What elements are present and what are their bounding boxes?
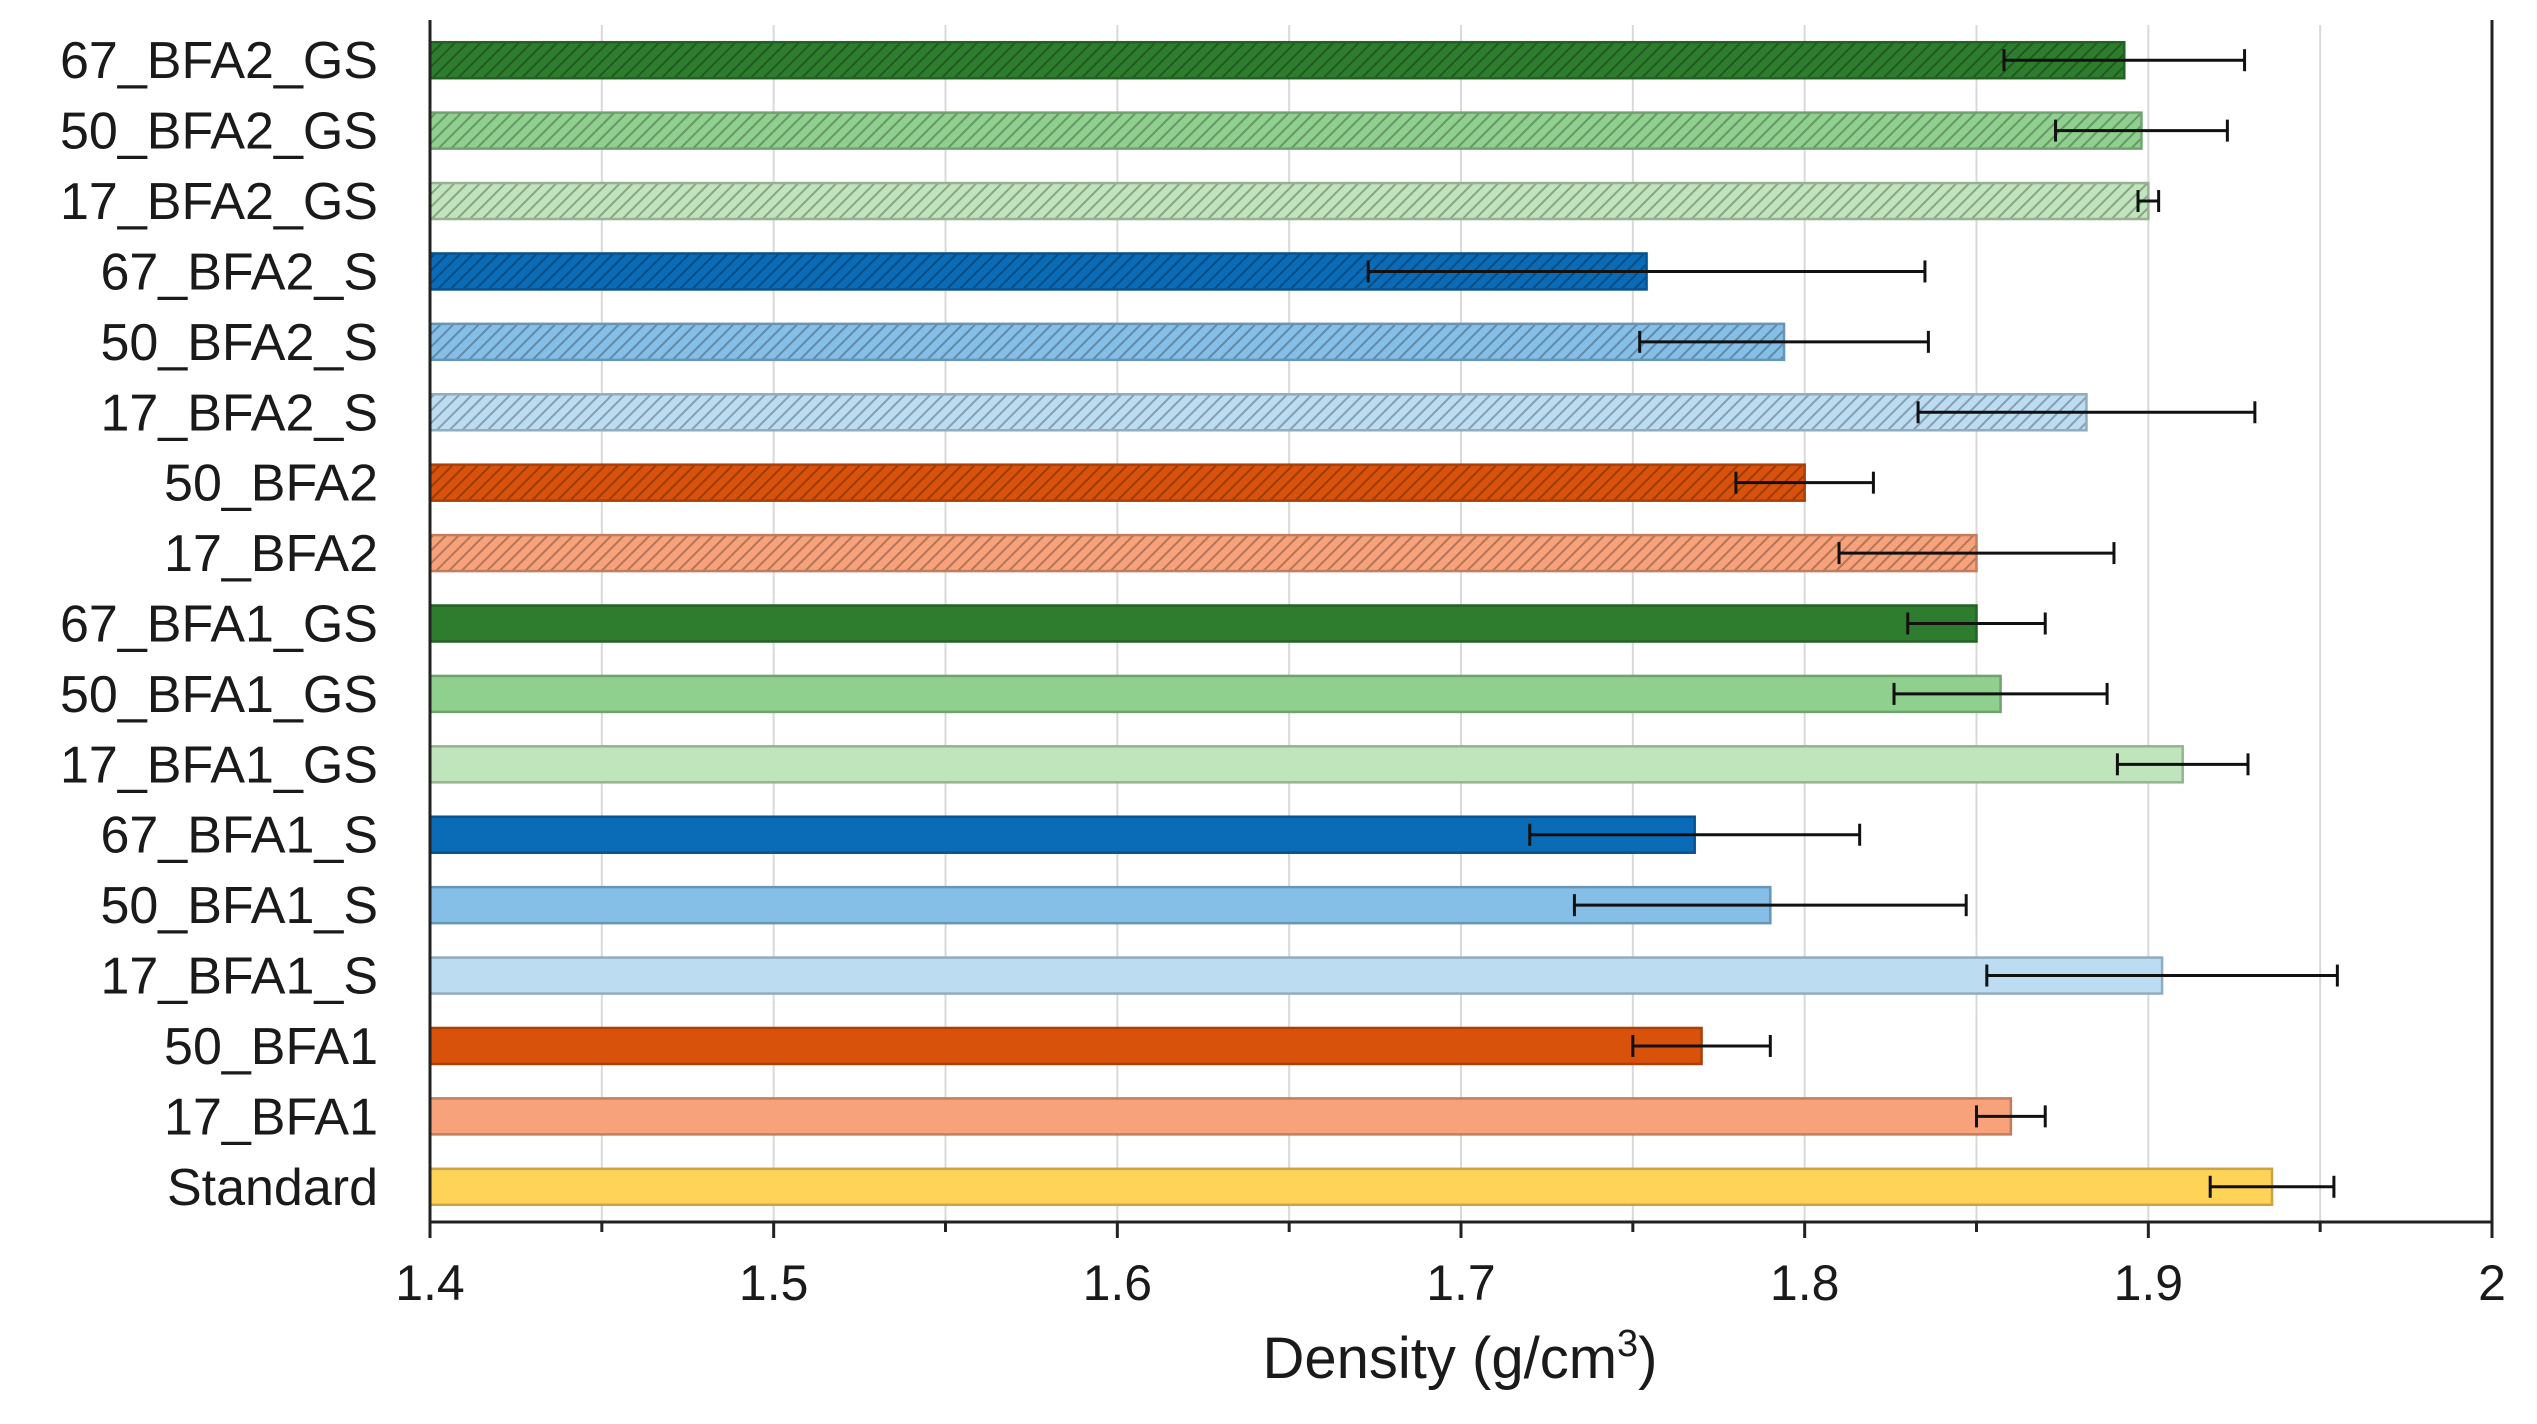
error-bar-17-bfa2	[1837, 542, 2116, 565]
bar-50-bfa1-gs	[428, 674, 2002, 714]
category-label: 17_BFA1_S	[100, 948, 378, 1006]
error-bar-standard	[2208, 1175, 2336, 1198]
category-label: 50_BFA2_S	[100, 314, 378, 372]
bar-17-bfa2-s	[428, 393, 2088, 432]
category-label: 50_BFA1	[164, 1018, 378, 1076]
category-label: 17_BFA1_GS	[60, 736, 378, 794]
error-bar-50-bfa2-gs	[2054, 119, 2229, 142]
x-axis-title-superscript: 3	[1617, 1323, 1638, 1365]
error-bar-50-bfa2	[1734, 471, 1875, 494]
bar-50-bfa2-s	[428, 322, 1786, 362]
x-tick-label: 2	[2478, 1255, 2506, 1311]
error-bar-67-bfa2-s	[1366, 260, 1927, 283]
error-bar-17-bfa2-gs	[2136, 190, 2161, 213]
error-bar-67-bfa1-s	[1528, 823, 1862, 846]
bar-67-bfa2-gs	[428, 40, 2126, 80]
category-label: 67_BFA2_GS	[60, 32, 378, 90]
error-bar-50-bfa1-s	[1572, 894, 1968, 917]
category-label: 50_BFA1_GS	[60, 666, 378, 724]
category-label: Standard	[167, 1159, 378, 1217]
category-label: 50_BFA2_GS	[60, 103, 378, 161]
x-tick-label: 1.9	[2114, 1255, 2184, 1311]
x-tick-label: 1.5	[739, 1255, 809, 1311]
bar-17-bfa1	[428, 1097, 2013, 1136]
x-tick-label: 1.4	[395, 1255, 465, 1311]
error-bar-17-bfa1	[1975, 1105, 2047, 1128]
error-bar-17-bfa1-gs	[2115, 753, 2250, 776]
error-bar-50-bfa1-gs	[1892, 682, 2109, 705]
error-bar-17-bfa2-s	[1916, 401, 2257, 424]
bar-67-bfa1-gs	[428, 604, 1978, 643]
category-label: 17_BFA1	[164, 1088, 378, 1146]
error-bar-50-bfa1	[1631, 1034, 1772, 1057]
category-label: 50_BFA1_S	[100, 877, 378, 935]
category-label: 17_BFA2_S	[100, 384, 378, 442]
bar-67-bfa1-s	[428, 815, 1696, 854]
category-label: 17_BFA2_GS	[60, 173, 378, 231]
bar-17-bfa1-s	[428, 956, 2164, 995]
category-label: 50_BFA2	[164, 455, 378, 513]
error-bar-67-bfa2-gs	[2002, 49, 2247, 72]
bar-17-bfa2	[428, 533, 1978, 573]
bar-50-bfa1	[428, 1026, 1703, 1066]
bar-50-bfa2-gs	[428, 111, 2143, 150]
x-tick-labels: 1.4 1.5 1.6 1.7 1.8 1.9 2	[395, 1255, 2506, 1311]
x-axis-title-end: )	[1638, 1326, 1657, 1391]
error-bars	[1366, 49, 2339, 1198]
error-bar-67-bfa1-gs	[1906, 612, 2047, 635]
error-bar-50-bfa2-s	[1638, 330, 1930, 353]
bars	[428, 40, 2274, 1207]
bar-50-bfa2	[428, 463, 1806, 502]
category-label: 17_BFA2	[164, 525, 378, 583]
category-label: 67_BFA1_S	[100, 807, 378, 865]
x-axis-title: Density (g/cm3)	[1263, 1323, 1658, 1391]
bar-17-bfa1-gs	[428, 745, 2184, 784]
x-tick-label: 1.6	[1083, 1255, 1153, 1311]
axes	[428, 20, 2494, 1238]
x-tick-label: 1.8	[1770, 1255, 1840, 1311]
x-axis-title-main: Density (g/cm	[1263, 1326, 1618, 1391]
category-label: 67_BFA1_GS	[60, 596, 378, 654]
x-tick-label: 1.7	[1426, 1255, 1496, 1311]
bar-standard	[428, 1167, 2274, 1207]
category-label: 67_BFA2_S	[100, 243, 378, 301]
category-labels: 67_BFA2_GS 50_BFA2_GS 17_BFA2_GS 67_BFA2_S 5…	[60, 32, 378, 1217]
bar-17-bfa2-gs	[428, 181, 2150, 221]
error-bar-17-bfa1-s	[1985, 964, 2339, 987]
bar-50-bfa1-s	[428, 885, 1772, 925]
